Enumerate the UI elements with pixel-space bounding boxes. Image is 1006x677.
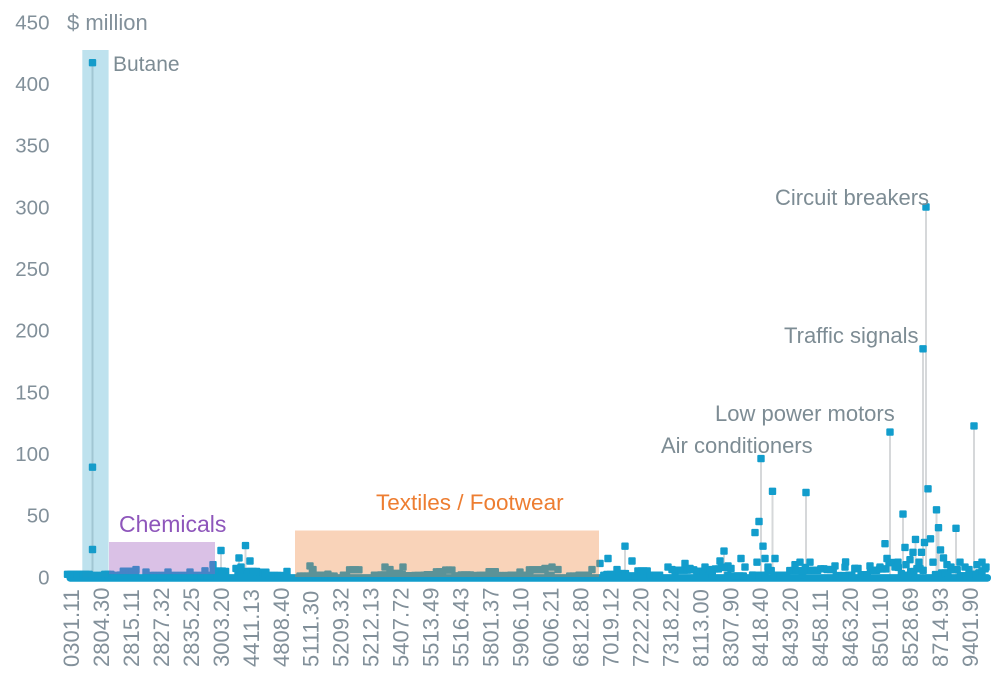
svg-text:Low power motors: Low power motors xyxy=(715,401,895,426)
svg-text:100: 100 xyxy=(15,443,49,466)
svg-text:8458.11: 8458.11 xyxy=(808,589,833,667)
svg-text:7222.20: 7222.20 xyxy=(628,587,653,667)
svg-text:450: 450 xyxy=(15,11,49,34)
svg-text:50: 50 xyxy=(27,505,50,528)
svg-text:5516.43: 5516.43 xyxy=(449,587,474,667)
svg-text:9401.90: 9401.90 xyxy=(958,587,983,667)
svg-text:7318.22: 7318.22 xyxy=(658,587,683,667)
svg-text:8528.69: 8528.69 xyxy=(898,587,923,667)
svg-text:150: 150 xyxy=(15,381,49,404)
svg-text:5212.13: 5212.13 xyxy=(359,587,384,667)
svg-text:2827.32: 2827.32 xyxy=(149,587,174,667)
svg-text:6006.21: 6006.21 xyxy=(539,587,564,667)
svg-text:7019.12: 7019.12 xyxy=(598,587,623,667)
svg-text:5906.10: 5906.10 xyxy=(509,587,534,667)
svg-text:300: 300 xyxy=(15,196,49,219)
svg-text:Textiles / Footwear: Textiles / Footwear xyxy=(376,490,564,515)
svg-text:3003.20: 3003.20 xyxy=(209,587,234,667)
svg-text:5111.30: 5111.30 xyxy=(299,591,324,667)
svg-text:Chemicals: Chemicals xyxy=(119,511,226,537)
svg-text:4808.40: 4808.40 xyxy=(269,587,294,667)
svg-text:5801.37: 5801.37 xyxy=(479,587,504,667)
svg-text:6812.80: 6812.80 xyxy=(568,587,593,667)
svg-text:350: 350 xyxy=(15,135,49,158)
svg-text:2804.30: 2804.30 xyxy=(89,587,114,667)
svg-text:250: 250 xyxy=(15,258,49,281)
svg-text:Butane: Butane xyxy=(113,53,180,76)
svg-text:4411.13: 4411.13 xyxy=(239,589,264,667)
svg-text:Circuit breakers: Circuit breakers xyxy=(775,185,929,210)
svg-text:0301.11: 0301.11 xyxy=(59,589,84,667)
svg-text:200: 200 xyxy=(15,320,49,343)
svg-text:5209.32: 5209.32 xyxy=(329,587,354,667)
svg-text:8113.00: 8113.00 xyxy=(688,589,713,667)
svg-text:8714.93: 8714.93 xyxy=(928,587,953,667)
svg-text:8501.10: 8501.10 xyxy=(868,587,893,667)
svg-text:400: 400 xyxy=(15,73,49,96)
svg-text:Traffic signals: Traffic signals xyxy=(784,323,919,348)
svg-text:0: 0 xyxy=(38,566,49,589)
svg-text:8307.90: 8307.90 xyxy=(718,587,743,667)
svg-text:5513.49: 5513.49 xyxy=(419,587,444,667)
svg-text:5407.72: 5407.72 xyxy=(389,587,414,667)
svg-text:8463.20: 8463.20 xyxy=(838,587,863,667)
svg-text:$ million: $ million xyxy=(67,10,148,35)
svg-text:8439.20: 8439.20 xyxy=(778,587,803,667)
svg-text:Air conditioners: Air conditioners xyxy=(661,433,813,458)
svg-text:2835.25: 2835.25 xyxy=(179,587,204,667)
svg-text:2815.11: 2815.11 xyxy=(119,589,144,667)
svg-text:8418.40: 8418.40 xyxy=(748,587,773,667)
